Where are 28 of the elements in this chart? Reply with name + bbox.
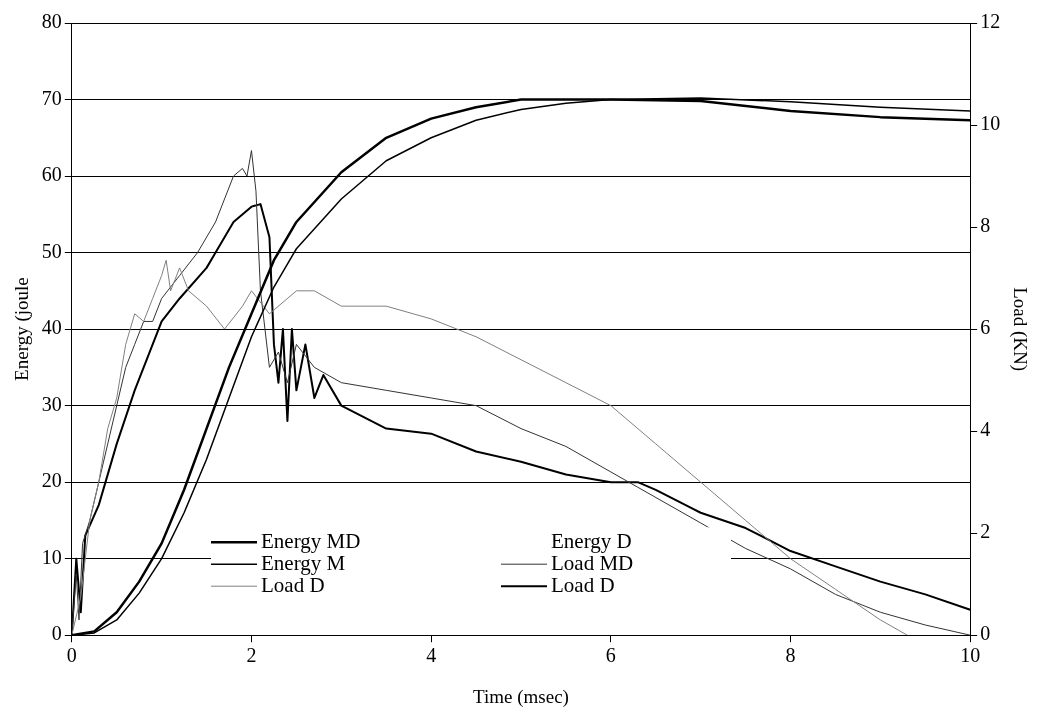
y2-axis-title: Load (KN) (1008, 287, 1031, 372)
legend-label: Energy MD (261, 528, 361, 553)
y2-tick-label: 2 (980, 520, 991, 543)
y2-tick-label: 6 (980, 316, 991, 339)
y-tick-label: 0 (51, 622, 62, 645)
y-tick-label: 30 (41, 392, 62, 415)
y-tick-label: 20 (41, 469, 62, 492)
x-tick-label: 0 (66, 644, 77, 667)
y2-tick-label: 0 (980, 622, 991, 645)
y-tick-label: 10 (41, 545, 62, 568)
legend-label: Load D (551, 572, 615, 597)
x-tick-label: 2 (246, 644, 257, 667)
x-tick-label: 10 (960, 644, 981, 667)
y-tick-label: 40 (41, 316, 62, 339)
x-tick-label: 6 (605, 644, 616, 667)
y2-tick-label: 10 (980, 112, 1001, 135)
y2-tick-label: 8 (980, 214, 991, 237)
x-tick-label: 4 (426, 644, 437, 667)
x-tick-label: 8 (785, 644, 796, 667)
y-tick-label: 80 (41, 10, 62, 33)
y2-tick-label: 4 (980, 418, 991, 441)
y-tick-label: 60 (41, 163, 62, 186)
y-tick-label: 50 (41, 239, 62, 262)
y-axis-title: Energy (joule (11, 277, 34, 381)
y2-tick-label: 12 (980, 10, 1001, 33)
text: Energy D (551, 528, 632, 553)
x-axis-title: Time (msec) (473, 685, 569, 708)
y-tick-label: 70 (41, 86, 62, 109)
